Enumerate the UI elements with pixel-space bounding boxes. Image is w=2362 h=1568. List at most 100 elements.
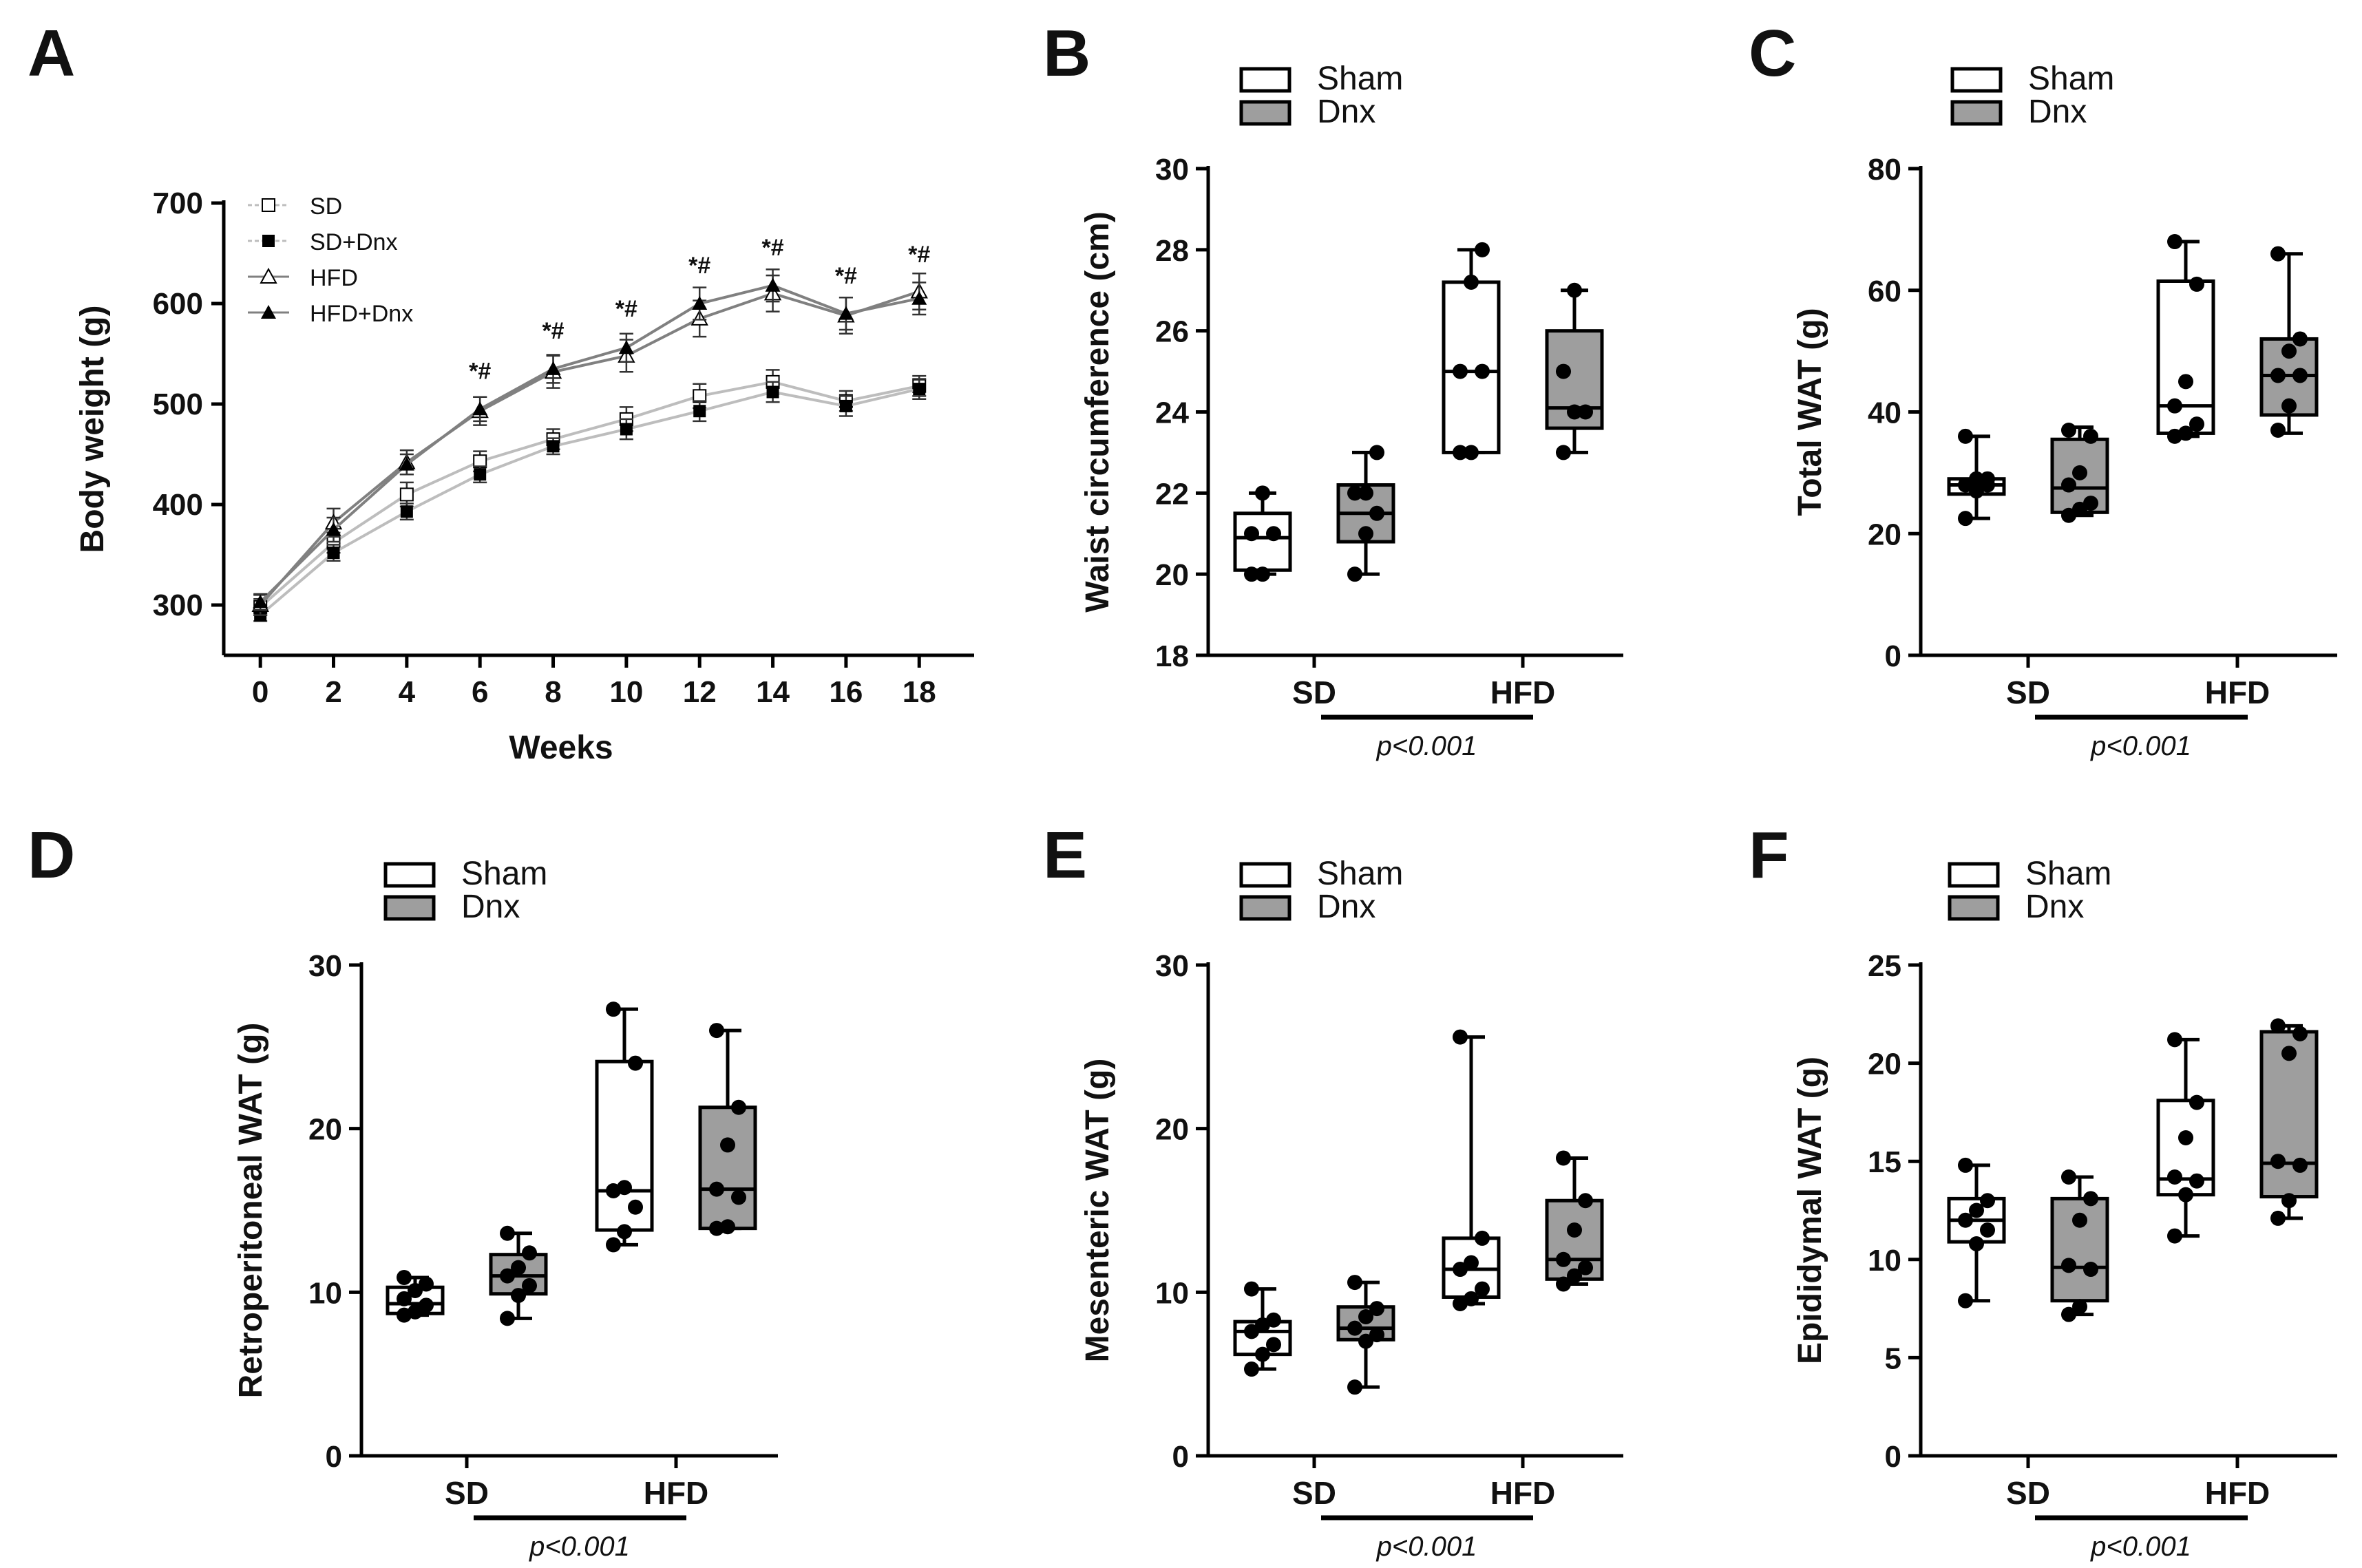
data-point [693, 405, 706, 418]
data-point [2072, 465, 2087, 480]
significance-label: *# [542, 318, 564, 344]
data-point [2061, 1258, 2076, 1273]
box-hfd-sham [1442, 1029, 1501, 1311]
data-point [1347, 1379, 1362, 1395]
significance-label: *# [908, 242, 930, 268]
legend-label: HFD+Dnx [310, 301, 413, 327]
data-point [419, 1276, 434, 1292]
y-tick-label: 400 [153, 488, 203, 522]
data-point [2061, 423, 2076, 438]
y-tick-label: 10 [308, 1276, 342, 1310]
box-hfd-dnx [2259, 1018, 2319, 1226]
y-tick-label: 40 [1868, 396, 1901, 430]
data-point [617, 1180, 632, 1196]
data-point [1567, 282, 1582, 298]
data-point [2083, 496, 2098, 511]
data-point [1980, 471, 1995, 487]
data-point [1266, 1312, 1281, 1328]
legend-swatch [1239, 895, 1291, 921]
data-point [2270, 368, 2286, 383]
legend-swatch [383, 895, 436, 921]
y-tick-label: 26 [1155, 315, 1189, 349]
y-axis-title: Retroperitoneal WAT (g) [233, 1023, 269, 1399]
legend-label: HFD [310, 265, 358, 291]
box [1545, 1198, 1604, 1281]
data-point [1969, 471, 1984, 487]
data-point [2072, 1212, 2087, 1228]
panel-letter: C [1749, 17, 1796, 90]
y-tick-label: 30 [308, 949, 342, 983]
y-tick-label: 22 [1155, 477, 1189, 511]
panel-letter: E [1043, 818, 1087, 892]
box-sd-dnx [2050, 1169, 2109, 1322]
series-line [259, 284, 920, 604]
y-tick-label: 5 [1885, 1342, 1901, 1375]
data-point [1244, 1362, 1259, 1377]
box [595, 1059, 654, 1232]
data-point [2167, 398, 2182, 414]
box-sd-sham [1947, 1157, 2006, 1309]
legend-swatch [1950, 67, 2003, 93]
p-value: p<0.001 [2090, 731, 2191, 761]
data-point [2189, 416, 2204, 432]
data-point [1369, 1301, 1384, 1317]
data-point [500, 1311, 515, 1326]
data-point [2292, 1026, 2308, 1041]
series-line [259, 380, 920, 608]
y-tick-label: 0 [1885, 639, 1901, 673]
data-point [731, 1189, 746, 1205]
data-point [1578, 404, 1593, 420]
data-point [397, 1291, 412, 1306]
category-label: HFD [644, 1475, 709, 1511]
data-point [397, 1269, 412, 1285]
data-point [731, 1099, 746, 1115]
legend-marker [261, 305, 276, 319]
x-tick-label: 18 [903, 675, 936, 709]
data-point [2167, 234, 2182, 250]
data-point [2167, 1169, 2182, 1185]
significance-label: *# [835, 263, 857, 289]
x-tick-label: 10 [609, 675, 643, 709]
x-tick-label: 0 [252, 675, 268, 709]
box [698, 1105, 757, 1231]
data-point [472, 401, 488, 416]
data-point [2178, 425, 2193, 441]
y-tick-label: 0 [1172, 1440, 1189, 1474]
legend-swatch [1948, 895, 2000, 921]
box-hfd-dnx [2259, 246, 2319, 438]
panel-letter: F [1749, 818, 1789, 892]
significance-label: *# [761, 235, 783, 261]
data-point [399, 456, 414, 471]
p-value: p<0.001 [529, 1532, 630, 1562]
data-point [1244, 526, 1259, 542]
data-point [1578, 1193, 1593, 1209]
data-point [400, 505, 413, 518]
data-point [1255, 1346, 1270, 1362]
legend-swatch [383, 862, 436, 888]
data-point [547, 440, 560, 453]
panel-b: B 18 20 22 24 26 28 30 SD HFD p<0.001 Waist circumf… [1043, 17, 1623, 761]
significance-label: *# [469, 359, 491, 385]
data-point [511, 1288, 526, 1304]
y-tick-label: 30 [1155, 153, 1189, 187]
y-axis-title: Body weight (g) [74, 306, 111, 553]
x-tick-label: 14 [756, 675, 790, 709]
data-point [720, 1137, 735, 1153]
category-label: HFD [1490, 1475, 1556, 1511]
data-point [606, 1237, 621, 1253]
box-sd-dnx [489, 1225, 548, 1326]
data-point [2281, 1046, 2297, 1061]
data-point [408, 1304, 423, 1320]
category-label: SD [1292, 1475, 1336, 1511]
data-point [1980, 1222, 1995, 1238]
category-label: SD [445, 1475, 489, 1511]
data-point [327, 547, 340, 560]
category-label: SD [2006, 1475, 2050, 1511]
data-point [606, 1002, 621, 1017]
data-point [839, 399, 852, 412]
box [1442, 280, 1501, 454]
data-point [1358, 485, 1373, 501]
